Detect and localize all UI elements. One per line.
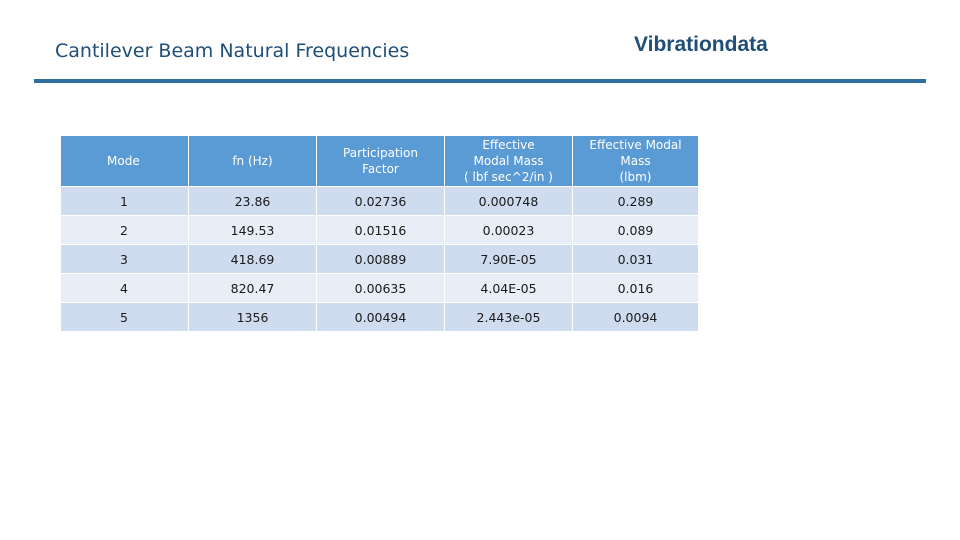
cell-mode: 1 xyxy=(61,186,189,215)
cell-modal-mass-lbm: 0.089 xyxy=(573,215,698,244)
cell-participation-factor: 0.02736 xyxy=(317,186,445,215)
cell-participation-factor: 0.01516 xyxy=(317,215,445,244)
cell-frequency: 418.69 xyxy=(189,244,317,273)
cell-participation-factor: 0.00635 xyxy=(317,273,445,302)
cell-modal-mass-lbm: 0.289 xyxy=(573,186,698,215)
table-row: 3 418.69 0.00889 7.90E-05 0.031 xyxy=(61,244,698,273)
modal-data-table: Mode fn (Hz) Participation Factor Effect… xyxy=(61,136,698,331)
cell-participation-factor: 0.00494 xyxy=(317,302,445,331)
cell-frequency: 1356 xyxy=(189,302,317,331)
cell-participation-factor: 0.00889 xyxy=(317,244,445,273)
header-divider xyxy=(34,79,926,83)
column-header-mode: Mode xyxy=(61,136,189,186)
brand-logo-text: Vibrationdata xyxy=(634,33,768,56)
table-row: 1 23.86 0.02736 0.000748 0.289 xyxy=(61,186,698,215)
table-header-row: Mode fn (Hz) Participation Factor Effect… xyxy=(61,136,698,186)
cell-mode: 4 xyxy=(61,273,189,302)
table-row: 5 1356 0.00494 2.443e-05 0.0094 xyxy=(61,302,698,331)
cell-frequency: 23.86 xyxy=(189,186,317,215)
cell-modal-mass: 0.000748 xyxy=(445,186,573,215)
cell-modal-mass-lbm: 0.0094 xyxy=(573,302,698,331)
column-header-participation-factor: Participation Factor xyxy=(317,136,445,186)
cell-modal-mass: 4.04E-05 xyxy=(445,273,573,302)
cell-frequency: 149.53 xyxy=(189,215,317,244)
cell-mode: 5 xyxy=(61,302,189,331)
cell-modal-mass: 7.90E-05 xyxy=(445,244,573,273)
cell-modal-mass-lbm: 0.031 xyxy=(573,244,698,273)
cell-mode: 2 xyxy=(61,215,189,244)
page-title: Cantilever Beam Natural Frequencies xyxy=(55,40,410,62)
column-header-frequency: fn (Hz) xyxy=(189,136,317,186)
table-row: 4 820.47 0.00635 4.04E-05 0.016 xyxy=(61,273,698,302)
table-row: 2 149.53 0.01516 0.00023 0.089 xyxy=(61,215,698,244)
cell-modal-mass: 2.443e-05 xyxy=(445,302,573,331)
cell-mode: 3 xyxy=(61,244,189,273)
column-header-effective-modal-mass: Effective Modal Mass ( lbf sec^2/in ) xyxy=(445,136,573,186)
cell-frequency: 820.47 xyxy=(189,273,317,302)
column-header-effective-modal-mass-lbm: Effective Modal Mass (lbm) xyxy=(573,136,698,186)
cell-modal-mass-lbm: 0.016 xyxy=(573,273,698,302)
cell-modal-mass: 0.00023 xyxy=(445,215,573,244)
